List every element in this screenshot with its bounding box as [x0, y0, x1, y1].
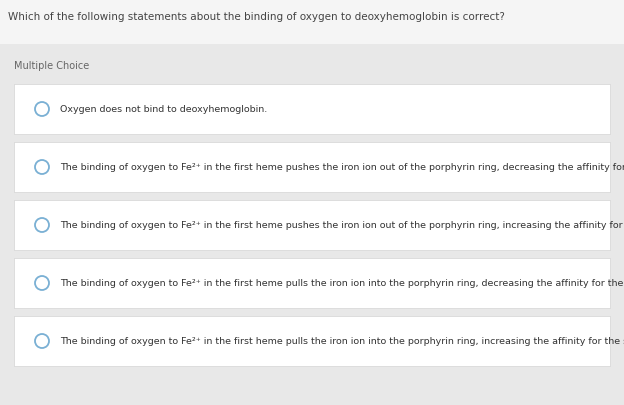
Text: The binding of oxygen to Fe²⁺ in the first heme pulls the iron ion into the porp: The binding of oxygen to Fe²⁺ in the fir…	[60, 279, 624, 288]
Circle shape	[35, 103, 49, 117]
Text: The binding of oxygen to Fe²⁺ in the first heme pushes the iron ion out of the p: The binding of oxygen to Fe²⁺ in the fir…	[60, 163, 624, 172]
FancyBboxPatch shape	[14, 85, 610, 135]
FancyBboxPatch shape	[14, 258, 610, 308]
FancyBboxPatch shape	[14, 143, 610, 192]
FancyBboxPatch shape	[0, 55, 624, 77]
Text: The binding of oxygen to Fe²⁺ in the first heme pushes the iron ion out of the p: The binding of oxygen to Fe²⁺ in the fir…	[60, 221, 624, 230]
FancyBboxPatch shape	[14, 200, 610, 250]
Text: Oxygen does not bind to deoxyhemoglobin.: Oxygen does not bind to deoxyhemoglobin.	[60, 105, 267, 114]
Text: The binding of oxygen to Fe²⁺ in the first heme pulls the iron ion into the porp: The binding of oxygen to Fe²⁺ in the fir…	[60, 337, 624, 345]
Circle shape	[35, 276, 49, 290]
FancyBboxPatch shape	[14, 316, 610, 366]
Circle shape	[35, 161, 49, 175]
FancyBboxPatch shape	[0, 0, 624, 45]
Text: Multiple Choice: Multiple Choice	[14, 61, 89, 71]
Circle shape	[35, 334, 49, 348]
Text: Which of the following statements about the binding of oxygen to deoxyhemoglobin: Which of the following statements about …	[8, 12, 505, 22]
Circle shape	[35, 218, 49, 232]
